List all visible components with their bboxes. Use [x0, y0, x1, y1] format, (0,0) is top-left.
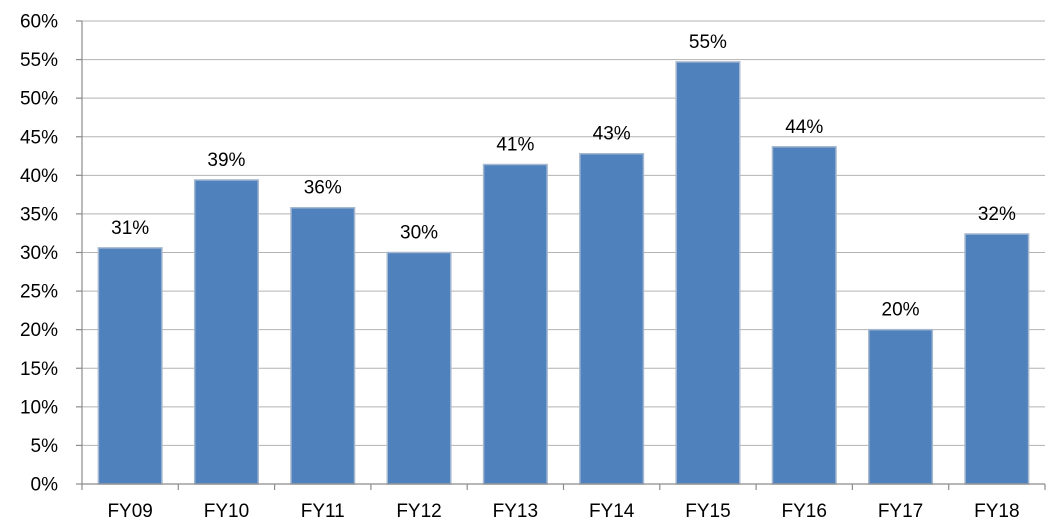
x-tick-label-fy12: FY12 — [396, 501, 441, 522]
bar-fy18 — [964, 233, 1030, 485]
y-tick-label: 60% — [20, 12, 58, 33]
y-tick-label: 30% — [20, 243, 58, 264]
data-label-fy16: 44% — [785, 117, 823, 138]
data-label-fy12: 30% — [400, 223, 438, 244]
x-tick-label-fy10: FY10 — [204, 501, 249, 522]
bar-fy13 — [482, 163, 548, 485]
bar-fy12 — [386, 251, 452, 485]
x-tick-label-fy11: FY11 — [301, 501, 345, 522]
y-tick-label: 0% — [31, 475, 59, 496]
bars — [97, 61, 1030, 485]
y-tick-label: 25% — [20, 282, 58, 303]
bar-fy17 — [868, 328, 934, 485]
y-tick-label: 35% — [20, 204, 58, 225]
y-tick-label: 40% — [20, 166, 58, 187]
bar-fy15 — [675, 61, 741, 485]
y-tick-label: 10% — [20, 397, 58, 418]
x-tick-label-fy13: FY13 — [493, 501, 538, 522]
y-tick-label: 15% — [20, 359, 58, 380]
data-label-fy13: 41% — [496, 135, 534, 156]
x-axis-category-labels: FY09 FY10 FY11 FY12 FY13 FY14 FY15 FY16 FY17 FY18 — [107, 501, 1019, 522]
bar-fy14 — [579, 152, 645, 485]
data-label-fy11: 36% — [304, 178, 342, 199]
x-tick-label-fy16: FY16 — [782, 501, 827, 522]
x-tick-label-fy18: FY18 — [974, 501, 1019, 522]
x-tick-label-fy17: FY17 — [878, 501, 923, 522]
x-tick-label-fy14: FY14 — [589, 501, 635, 522]
bar-fy10 — [193, 179, 259, 485]
data-label-fy14: 43% — [593, 124, 631, 145]
bar-fy09 — [97, 247, 163, 485]
bar-fy11 — [290, 206, 356, 485]
y-tick-label: 5% — [31, 436, 59, 457]
axes — [76, 20, 1046, 490]
bar-fy16 — [771, 146, 837, 485]
y-tick-label: 55% — [20, 50, 58, 71]
x-tick-label-fy09: FY09 — [107, 501, 152, 522]
x-tick-label-fy15: FY15 — [685, 501, 730, 522]
data-label-fy17: 20% — [882, 300, 920, 321]
y-tick-label: 50% — [20, 89, 58, 110]
y-tick-label: 20% — [20, 320, 58, 341]
data-label-fy15: 55% — [689, 32, 727, 53]
data-label-fy18: 32% — [978, 204, 1016, 225]
data-labels: 31% 39% 36% 30% 41% 43% 55% 44% 20% 32% — [111, 32, 1016, 321]
data-label-fy09: 31% — [111, 218, 149, 239]
y-tick-label: 45% — [20, 127, 58, 148]
data-label-fy10: 39% — [207, 150, 245, 171]
y-axis-tick-labels: 0% 5% 10% 15% 20% 25% 30% 35% 40% 45% 50% 55% 60% — [20, 12, 58, 496]
